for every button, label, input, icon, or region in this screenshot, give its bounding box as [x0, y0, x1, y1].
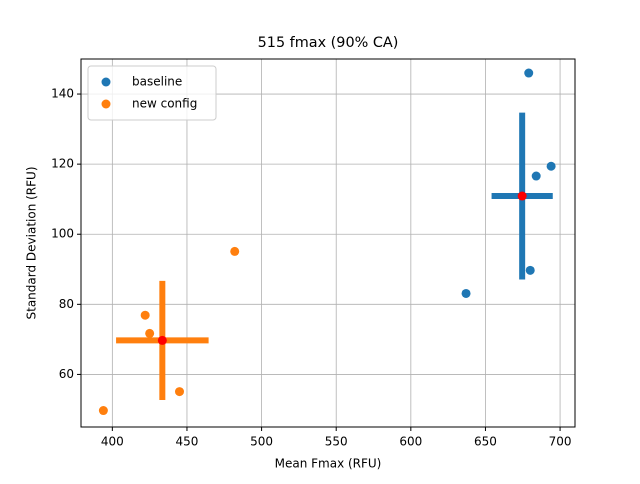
x-tick-label: 450: [176, 435, 199, 449]
legend-marker: [101, 77, 111, 87]
x-tick-label: 700: [549, 435, 572, 449]
point: [524, 68, 534, 78]
point: [230, 246, 240, 256]
y-tick-label: 60: [59, 367, 74, 381]
axes-frame: [80, 58, 576, 428]
point: [145, 328, 155, 338]
point: [98, 406, 108, 416]
mean-point: [157, 335, 167, 345]
y-tick-label: 80: [59, 297, 74, 311]
legend-marker: [101, 99, 111, 109]
x-tick-label: 500: [250, 435, 273, 449]
point: [546, 161, 556, 171]
mean-point: [517, 191, 527, 201]
y-tick-label: 120: [51, 157, 74, 171]
y-tick-label: 140: [51, 87, 74, 101]
legend-label: new config: [132, 97, 197, 111]
x-tick-label: 400: [101, 435, 124, 449]
legend-box: [87, 65, 217, 121]
point: [140, 310, 150, 320]
point: [525, 265, 535, 275]
x-tick-label: 650: [474, 435, 497, 449]
point: [461, 288, 471, 298]
y-tick-label: 100: [51, 227, 74, 241]
x-tick-label: 600: [399, 435, 422, 449]
x-tick-label: 550: [325, 435, 348, 449]
chart-title: 515 fmax (90% CA): [258, 35, 399, 51]
point: [175, 387, 185, 397]
point: [531, 171, 541, 181]
legend-label: baseline: [132, 75, 182, 89]
x-axis-label: Mean Fmax (RFU): [275, 457, 382, 471]
y-axis-label: Standard Deviation (RFU): [25, 166, 39, 319]
